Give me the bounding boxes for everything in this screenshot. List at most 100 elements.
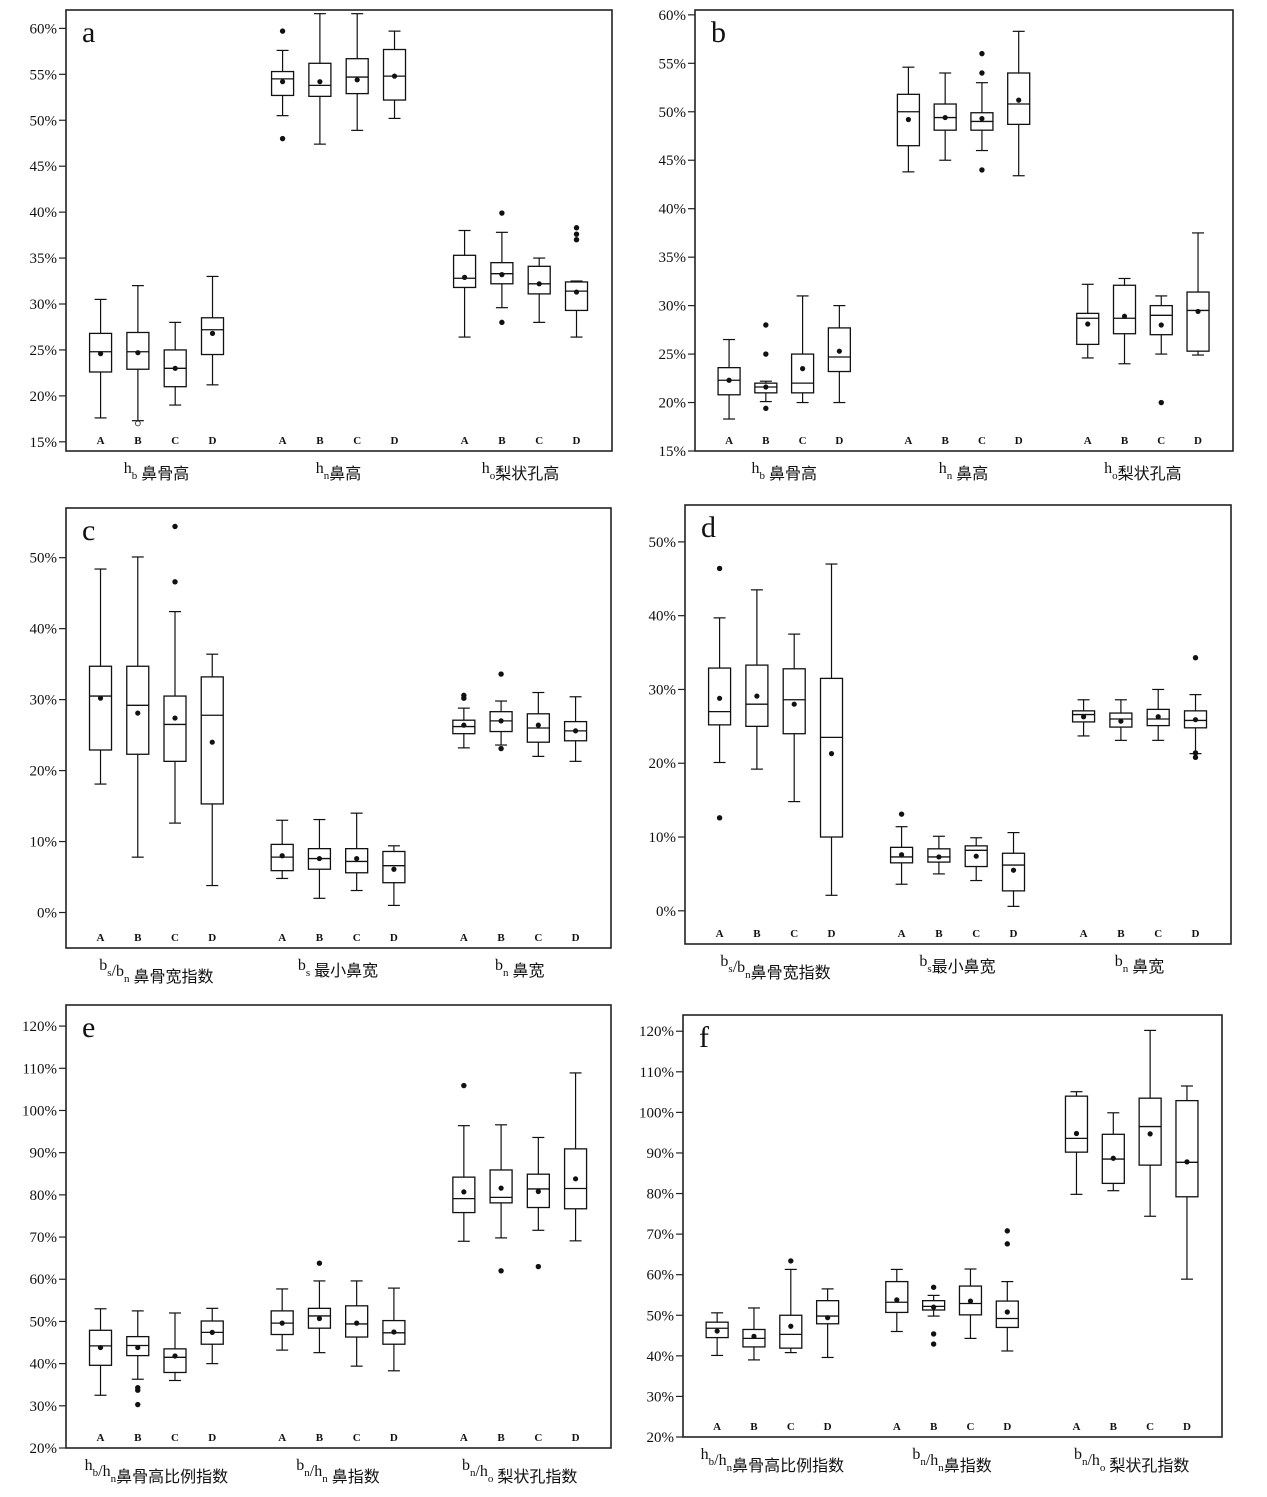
iqr-box: [200, 317, 225, 356]
group-label-text: b: [298, 957, 306, 974]
group-label-text: 鼻宽: [508, 962, 544, 980]
group-label-subscript: n: [324, 470, 330, 482]
group-label-text: b: [99, 957, 107, 974]
box-plot-C: C: [970, 50, 994, 447]
iqr-box: [1064, 1095, 1089, 1153]
box-plot-A: A: [270, 28, 295, 447]
mean-point: [316, 1315, 323, 1322]
category-label: A: [460, 1432, 468, 1444]
outlier-point: [316, 1260, 323, 1266]
category-label: A: [1084, 435, 1092, 447]
group-label-text: /h: [310, 1463, 322, 1480]
mean-point: [942, 114, 948, 121]
category-label: B: [930, 1421, 938, 1433]
mean-point: [1155, 714, 1161, 720]
box-plot-B: B: [742, 1307, 766, 1433]
y-tick-label: 90%: [647, 1146, 675, 1162]
group-label-text: b: [1115, 953, 1123, 970]
mean-point: [536, 281, 542, 287]
plot-frame: [65, 1004, 612, 1449]
y-tick-label: 120%: [639, 1024, 674, 1040]
y-tick-label: 60%: [647, 1268, 675, 1284]
group-label-text: b: [462, 1457, 470, 1474]
y-tick-label: 20%: [649, 756, 677, 772]
mean-point: [1184, 1159, 1190, 1165]
panel-label: f: [699, 1021, 709, 1054]
category-label: B: [316, 435, 324, 447]
y-tick-label: 40%: [30, 622, 58, 638]
box-plot-C: C: [1146, 688, 1170, 940]
panel-label: d: [701, 511, 716, 544]
box-plot-C: C: [779, 1258, 803, 1433]
mean-point: [391, 866, 397, 872]
category-label: D: [1003, 1421, 1011, 1433]
group-label-subscript: n: [727, 1462, 733, 1474]
category-label: A: [97, 932, 105, 944]
box-plot-C: C: [790, 295, 815, 447]
box-plot-B: B: [745, 589, 769, 940]
group-label-subscript: b: [709, 1456, 715, 1468]
mean-point: [967, 1298, 974, 1304]
category-label: C: [1146, 1421, 1154, 1433]
iqr-box: [163, 695, 187, 763]
box-plot-A: A: [1064, 1091, 1089, 1433]
mean-point: [751, 1333, 757, 1339]
outlier-point: [279, 28, 286, 34]
box-plot-B: B: [933, 72, 957, 447]
category-label: D: [390, 1432, 398, 1444]
mean-point: [1080, 714, 1087, 720]
box-plot-D: D: [200, 653, 224, 944]
outlier-point: [135, 1384, 141, 1391]
y-tick-label: 90%: [30, 1146, 58, 1162]
group-label: bn/ho 梨状孔指数: [1074, 1446, 1189, 1475]
box-plot-B: B: [754, 322, 778, 447]
y-tick-label: 25%: [659, 347, 687, 363]
box-plot-C: C: [1149, 295, 1173, 447]
mean-point: [1073, 1130, 1080, 1137]
box-plot-A: A: [707, 565, 732, 940]
category-label: C: [787, 1421, 795, 1433]
group-label: bn 鼻宽: [1115, 953, 1165, 976]
category-label: C: [171, 435, 179, 447]
category-label: A: [725, 435, 733, 447]
box-group: A B C Dbs/bn鼻骨宽指数: [707, 563, 844, 982]
category-label: C: [966, 1421, 974, 1433]
group-label-subscript: o: [490, 470, 496, 482]
mean-point: [800, 366, 806, 372]
category-label: C: [353, 1432, 361, 1444]
group-label-subscript: s: [306, 967, 310, 979]
outlier-point: [979, 50, 985, 57]
box-group: A B C Dhb 鼻骨高: [717, 295, 852, 483]
outlier-point: [172, 579, 178, 585]
box-plot-B: B: [921, 1284, 946, 1433]
category-label: B: [750, 1421, 758, 1433]
iqr-box: [779, 1314, 803, 1349]
iqr-box: [126, 665, 150, 755]
iqr-box: [1112, 284, 1137, 335]
y-tick-label: 70%: [30, 1230, 58, 1246]
category-label: C: [799, 435, 807, 447]
outlier-point: [172, 523, 178, 530]
mean-point: [1192, 717, 1199, 723]
mean-point: [936, 854, 942, 860]
mean-point: [499, 272, 505, 278]
group-label-text: h: [751, 460, 759, 477]
mean-point: [535, 1188, 541, 1195]
category-label: B: [935, 928, 943, 940]
group-label: bs最小鼻宽: [919, 953, 995, 976]
iqr-box: [88, 665, 113, 751]
mean-point: [726, 377, 732, 383]
box-plot-A: A: [452, 1082, 476, 1444]
outlier-point: [1158, 399, 1164, 406]
mean-point: [209, 330, 216, 336]
category-label: D: [1015, 435, 1023, 447]
outlier-point: [716, 815, 723, 821]
mean-point: [97, 1344, 104, 1351]
box-plot-A: A: [270, 1288, 294, 1444]
group-label: bs/bn 鼻骨宽指数: [99, 957, 213, 986]
outlier-point: [573, 236, 580, 243]
outlier-point: [135, 1401, 141, 1408]
mean-point: [391, 73, 398, 79]
